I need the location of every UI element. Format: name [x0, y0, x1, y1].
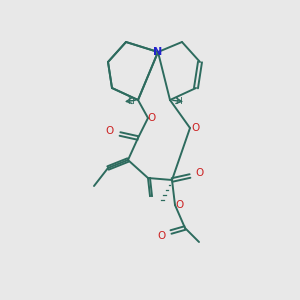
Text: O: O	[106, 126, 114, 136]
Text: O: O	[175, 200, 183, 210]
Text: N: N	[153, 47, 163, 57]
Text: O: O	[147, 113, 155, 123]
Text: H: H	[175, 98, 182, 106]
Text: O: O	[196, 168, 204, 178]
Text: O: O	[157, 231, 165, 241]
Text: H: H	[127, 98, 134, 106]
Text: O: O	[191, 123, 199, 133]
